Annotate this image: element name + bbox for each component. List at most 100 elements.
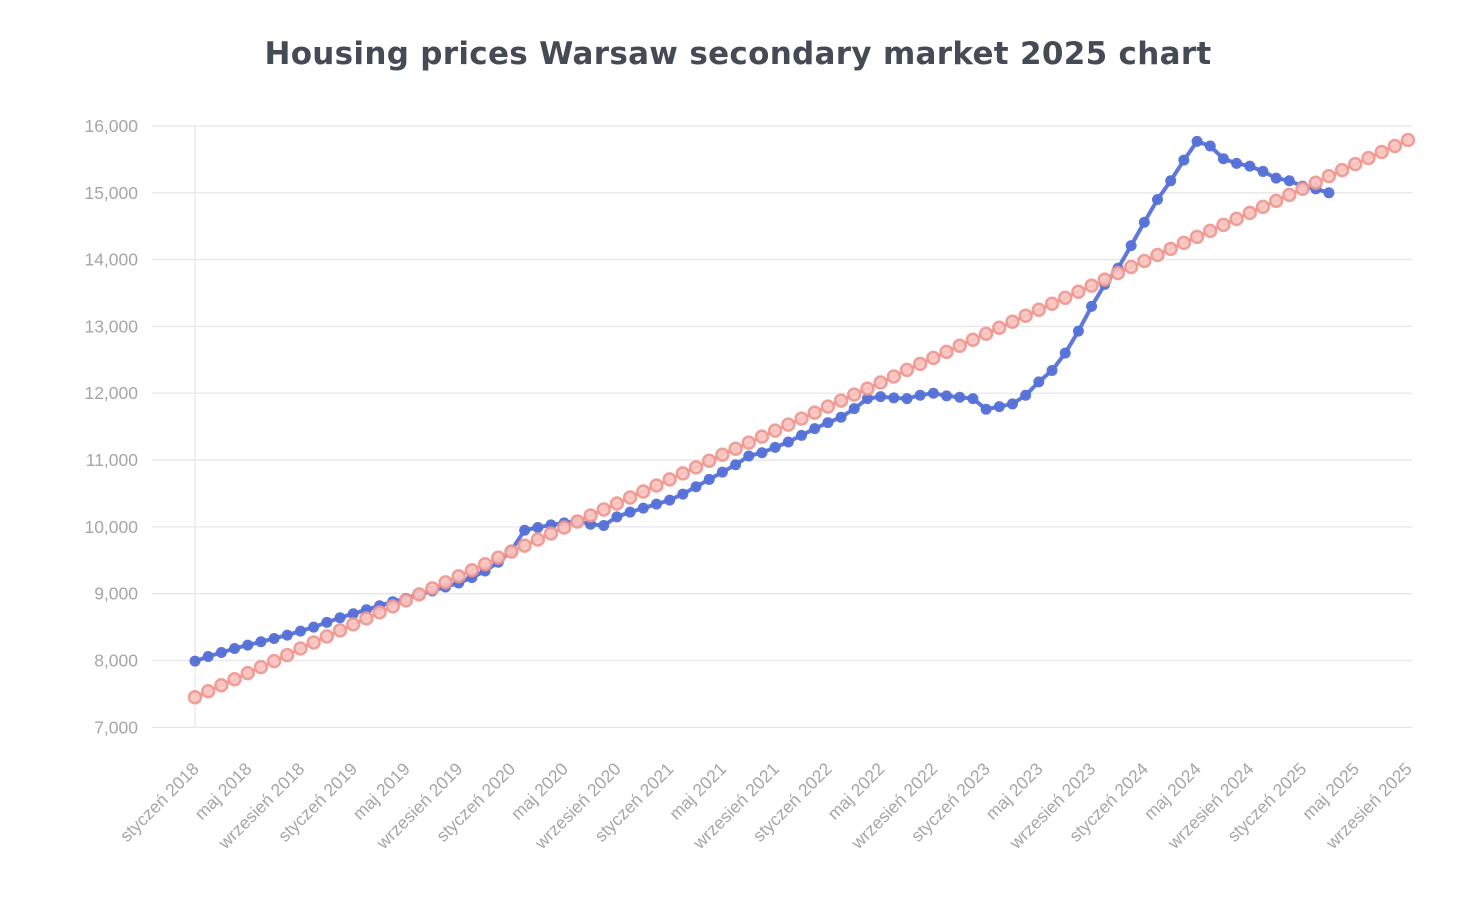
price-point	[1191, 135, 1203, 147]
price-point	[1125, 240, 1137, 252]
price-point	[703, 473, 715, 485]
price-point	[1138, 216, 1150, 228]
trend-point	[319, 629, 335, 644]
price-point	[796, 429, 808, 441]
trend-point	[1321, 168, 1337, 184]
trend-point	[741, 435, 757, 450]
trend-point	[411, 587, 427, 602]
price-point	[664, 494, 676, 506]
y-tick-label: 8,000	[94, 650, 138, 670]
price-point	[716, 466, 728, 478]
trend-point	[543, 526, 559, 541]
trend-point	[1137, 253, 1152, 269]
y-tick-label: 12,000	[84, 383, 138, 403]
trend-point	[253, 659, 269, 675]
trend-point	[1268, 193, 1284, 209]
price-point	[281, 629, 293, 641]
price-point	[1283, 175, 1295, 187]
trend-point	[701, 453, 717, 468]
price-point	[914, 389, 926, 401]
price-point	[848, 403, 860, 415]
trend-point	[385, 599, 401, 614]
trend-point	[1150, 247, 1165, 263]
trend-point	[1123, 259, 1139, 275]
trend-point	[1110, 265, 1126, 281]
trend-point	[992, 320, 1007, 336]
price-point	[875, 391, 887, 403]
price-point	[1020, 389, 1032, 401]
trend-point	[240, 665, 255, 681]
price-point	[294, 625, 306, 637]
price-point	[677, 488, 689, 500]
price-point	[756, 447, 768, 459]
trend-point	[1163, 241, 1178, 257]
trend-point	[583, 508, 598, 523]
price-point	[730, 459, 742, 471]
price-point	[519, 524, 531, 536]
price-point	[1257, 165, 1269, 177]
price-point	[347, 608, 359, 620]
trend-point	[847, 387, 862, 402]
trend-point	[1374, 144, 1389, 160]
trend-point	[464, 563, 480, 578]
trend-point	[939, 344, 954, 360]
trend-point	[345, 617, 361, 632]
y-tick-label: 11,000	[86, 450, 138, 470]
trend-point	[293, 641, 308, 656]
y-tick-label: 10,000	[84, 517, 138, 537]
y-tick-label: 15,000	[84, 183, 138, 203]
y-tick-label: 9,000	[94, 584, 138, 604]
price-point	[1086, 300, 1098, 312]
series-trend	[187, 132, 1416, 705]
price-point	[308, 621, 320, 633]
trend-point	[227, 671, 242, 687]
trend-point	[1308, 175, 1323, 191]
trend-point	[1189, 229, 1205, 245]
trend-point	[1005, 314, 1020, 330]
price-point	[954, 391, 966, 403]
trend-point	[306, 635, 321, 650]
price-point	[1178, 154, 1190, 166]
price-point	[1152, 193, 1164, 205]
trend-point	[636, 484, 651, 499]
trend-point	[767, 423, 783, 438]
price-point	[637, 502, 649, 514]
trend-point	[715, 447, 730, 462]
price-point	[743, 450, 755, 462]
price-point	[809, 423, 821, 435]
price-point	[334, 612, 346, 624]
series-price-line	[194, 139, 1330, 664]
trend-point	[662, 472, 677, 487]
price-point	[532, 522, 544, 534]
trend-point	[1387, 138, 1403, 154]
y-tick-label: 13,000	[84, 316, 138, 336]
trend-point	[649, 478, 664, 493]
price-point	[861, 393, 873, 405]
trend-point	[794, 411, 809, 426]
trend-point	[372, 605, 387, 620]
price-point	[1204, 140, 1216, 152]
trend-point	[1176, 235, 1192, 251]
trend-point	[609, 496, 625, 511]
trend-point	[820, 399, 836, 414]
price-point	[967, 393, 979, 405]
trend-point	[1334, 162, 1350, 178]
price-point	[1323, 187, 1335, 199]
price-point	[690, 481, 702, 493]
price-point	[624, 506, 636, 518]
price-point	[1046, 365, 1058, 377]
price-point	[1072, 325, 1084, 337]
price-point	[650, 498, 662, 510]
price-point	[1059, 347, 1071, 359]
page-title: Housing prices Warsaw secondary market 2…	[264, 36, 1212, 72]
price-point	[321, 616, 333, 628]
price-point	[255, 636, 267, 648]
trend-point	[1057, 290, 1073, 305]
trend-point	[359, 611, 374, 626]
trend-point	[728, 441, 743, 456]
trend-point	[1084, 278, 1099, 293]
trend-point	[477, 557, 493, 572]
trend-point	[1348, 156, 1363, 172]
